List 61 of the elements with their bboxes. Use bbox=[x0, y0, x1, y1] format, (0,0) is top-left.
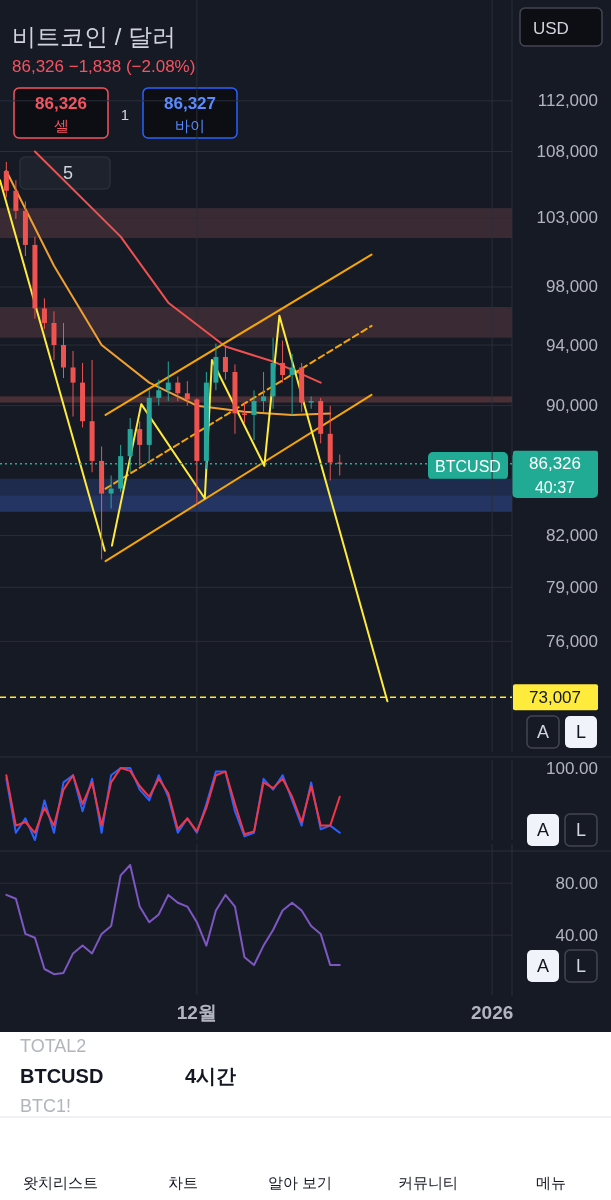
candlestick bbox=[175, 376, 181, 402]
candlestick bbox=[108, 475, 114, 509]
candlestick bbox=[241, 402, 247, 424]
y-tick-label: 94,000 bbox=[546, 335, 598, 355]
candlestick bbox=[137, 420, 143, 467]
candlestick bbox=[70, 350, 76, 418]
y-tick-label: 82,000 bbox=[546, 525, 598, 545]
x-tick-label: 12월 bbox=[176, 1001, 217, 1023]
ref-line-label: 86,326 bbox=[529, 454, 581, 474]
candlestick bbox=[165, 360, 171, 402]
y-tick-label: 108,000 bbox=[536, 142, 598, 162]
y-tick-label: 40.00 bbox=[555, 925, 598, 945]
candlestick bbox=[3, 161, 9, 198]
candlestick bbox=[156, 379, 162, 407]
text: A bbox=[536, 956, 550, 976]
candlestick bbox=[61, 322, 66, 379]
y-tick-label: 112,000 bbox=[537, 91, 598, 111]
annotation: 86,327 bbox=[164, 93, 216, 113]
text: TOTAL2 bbox=[20, 1036, 87, 1056]
y-tick-label: 103,000 bbox=[536, 208, 598, 228]
text: 비트코인 / 달러 bbox=[12, 22, 177, 50]
annotation: 셀 bbox=[53, 116, 69, 134]
annotation: 1 bbox=[120, 105, 130, 123]
x-tick-label: 2026 bbox=[471, 1001, 514, 1023]
text: A bbox=[536, 820, 550, 840]
annotation: 86,326 bbox=[35, 93, 87, 113]
annotation: 5 bbox=[62, 163, 74, 183]
text: USD bbox=[533, 18, 569, 38]
annotation: 바이 bbox=[175, 116, 205, 134]
text: BTCUSD bbox=[20, 1065, 104, 1087]
candlestick bbox=[261, 371, 267, 413]
candlestick bbox=[13, 179, 19, 220]
candlestick bbox=[222, 344, 228, 381]
text: 100.00 bbox=[546, 758, 598, 778]
text: 4시간 bbox=[185, 1065, 237, 1087]
text: L bbox=[575, 722, 587, 742]
text: 차트 bbox=[168, 1173, 198, 1191]
candlestick bbox=[41, 297, 47, 330]
text: 알아 보기 bbox=[267, 1173, 333, 1191]
text: BTC1! bbox=[20, 1096, 72, 1116]
y-tick-label: 76,000 bbox=[546, 631, 598, 651]
y-tick-label: 90,000 bbox=[546, 396, 598, 416]
candlestick bbox=[184, 380, 190, 407]
text: L bbox=[575, 956, 587, 976]
candlestick bbox=[308, 395, 314, 410]
candlestick bbox=[289, 353, 295, 416]
ref-line-label: 73,007 bbox=[529, 687, 581, 707]
annotation: 86,326 −1,838 (−2.08%) bbox=[12, 56, 196, 76]
y-tick-label: 80.00 bbox=[555, 873, 598, 893]
text: L bbox=[575, 820, 587, 840]
y-tick-label: 79,000 bbox=[546, 577, 598, 597]
text: 커뮤니티 bbox=[398, 1173, 458, 1191]
candlestick bbox=[251, 389, 257, 441]
text: 40:37 bbox=[534, 478, 576, 496]
y-tick-label: 98,000 bbox=[546, 277, 598, 297]
line-series bbox=[5, 864, 341, 976]
candlestick bbox=[51, 310, 57, 361]
text: A bbox=[536, 722, 550, 742]
text: 메뉴 bbox=[536, 1173, 566, 1191]
text: 왓치리스트 bbox=[22, 1173, 98, 1191]
annotation: BTCUSD bbox=[435, 457, 501, 475]
